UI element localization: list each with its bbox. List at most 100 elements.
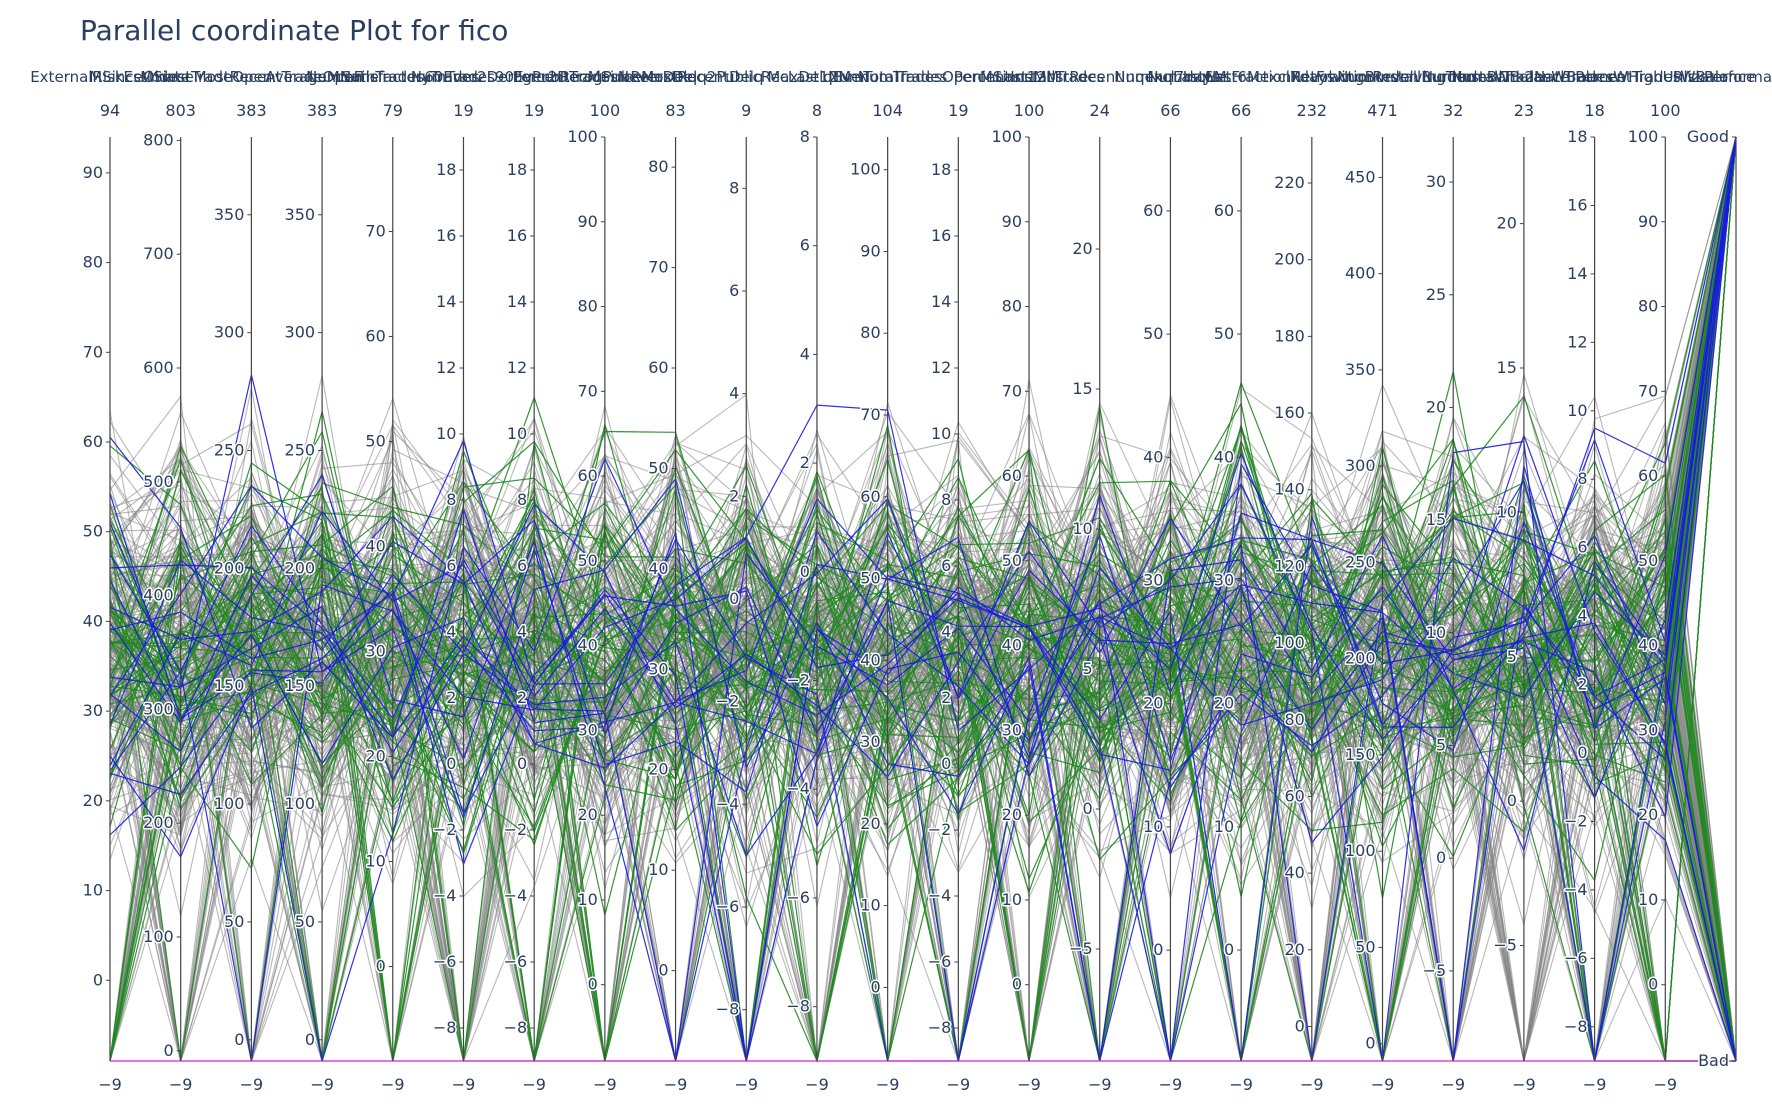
axis-tick-label: −2 xyxy=(1564,811,1588,830)
axis-tick-label: 10 xyxy=(1567,401,1587,420)
axis-tick-label: 40 xyxy=(83,611,103,630)
data-polyline xyxy=(109,136,1737,882)
axis-title: NumTradesOpeninLast12M xyxy=(858,68,1059,86)
axis-tick-label: 20 xyxy=(1638,805,1658,824)
data-polyline xyxy=(109,136,1737,1062)
axis-range-min: −9 xyxy=(664,1075,688,1094)
axis-range-min: −9 xyxy=(1583,1075,1607,1094)
axis-NumInqLast6Mexcl7days: NumInqLast6Mexcl7days 66 −9 0 10 20 30 40 50 60 xyxy=(1147,68,1335,1094)
axis-title: MaxDelqEver xyxy=(767,68,867,86)
data-polyline xyxy=(109,136,1737,1062)
axis-tick-label: 6 xyxy=(800,236,810,255)
axis-tick-label: 30 xyxy=(1638,720,1658,739)
axis-range-max: 83 xyxy=(665,101,685,120)
axis-tick-label: 50 xyxy=(1002,551,1022,570)
axis-tick-label: 60 xyxy=(83,432,103,451)
axis-range-max: 18 xyxy=(1584,101,1604,120)
axis-tick-label: 30 xyxy=(860,732,880,751)
axis-tick-label: 50 xyxy=(224,912,244,931)
axis-tick-label: 600 xyxy=(143,358,174,377)
axis-tick-label: −8 xyxy=(1564,1017,1588,1036)
axis-ExternalRiskEstimate: ExternalRiskEstimate 94 −9 0 10 20 30 40 50 60 70 8… xyxy=(30,68,190,1094)
axis-range-max: 66 xyxy=(1160,101,1180,120)
axis-tick-label: 20 xyxy=(860,814,880,833)
data-polyline xyxy=(109,437,1736,1062)
axes-layer: ExternalRiskEstimate94−90102030405060708… xyxy=(30,68,1772,1094)
axis-tick-label: 8 xyxy=(729,178,739,197)
axis-range-min: −9 xyxy=(876,1075,900,1094)
axis-tick-label: 10 xyxy=(365,852,385,871)
data-polyline xyxy=(109,479,1737,1062)
axis-PercentTradesWBalance: PercentTradesWBalance100−901020304050607… xyxy=(1575,68,1755,1094)
axis-tick-label: 90 xyxy=(1002,212,1022,231)
axis-tick-label: 80 xyxy=(1002,297,1022,316)
axis-tick-label: 10 xyxy=(507,424,527,443)
axis-tick-label: 15 xyxy=(1426,510,1446,529)
axis-range-max: 23 xyxy=(1514,101,1534,120)
axis-tick-label: 4 xyxy=(1577,606,1587,625)
axis-tick-label: 30 xyxy=(1002,720,1022,739)
axis-tick-label: 60 xyxy=(648,358,668,377)
axis-tick-label: 20 xyxy=(1214,694,1234,713)
axis-tick-label: 0 xyxy=(1012,975,1022,994)
axis-title: NumBank2NatlTradesWHighUtilization xyxy=(1451,68,1737,86)
axis-tick-label: 200 xyxy=(1274,250,1305,269)
data-polyline xyxy=(109,136,1737,1062)
data-polyline xyxy=(109,503,1736,1062)
axis-tick-label: −8 xyxy=(504,1018,528,1037)
data-polyline xyxy=(109,136,1737,1062)
axis-tick-label: −4 xyxy=(433,886,457,905)
axis-tick-label: 0 xyxy=(1507,791,1517,810)
axis-range-min: −9 xyxy=(240,1075,264,1094)
data-polyline xyxy=(109,425,1737,1062)
axis-tick-label: 350 xyxy=(1345,360,1376,379)
axis-tick-label: 50 xyxy=(295,912,315,931)
data-polyline xyxy=(109,136,1737,1062)
axis-tick-label: 40 xyxy=(1214,447,1234,466)
data-polyline xyxy=(109,459,1737,1062)
axis-tick-label: 40 xyxy=(1284,863,1304,882)
data-polyline xyxy=(109,136,1737,807)
axis-tick-label: −2 xyxy=(433,820,457,839)
axis-tick-label: 60 xyxy=(1638,466,1658,485)
axis-title: MSinceMostRecentDelq xyxy=(588,68,764,86)
data-polyline xyxy=(109,136,1737,1062)
axis-RiskPerformance: RiskPerformance Bad Good xyxy=(1673,68,1772,1072)
axis-range-min: −9 xyxy=(947,1075,971,1094)
axis-tick-label: 100 xyxy=(567,127,598,146)
axis-tick-label: 2 xyxy=(446,688,456,707)
axis-tick-label: 40 xyxy=(648,559,668,578)
axis-tick-label: 15 xyxy=(1072,379,1092,398)
axis-tick-label: 12 xyxy=(1567,332,1587,351)
axis-tick-label: 80 xyxy=(578,297,598,316)
axis-NetFractionInstallBurden: NetFractionInstallBurden471−905010015020… xyxy=(1290,68,1475,1094)
axis-NumTradesOpeninLast12M: NumTradesOpeninLast12M 19 −9 −8 −6 −4 −2 0 2 4 6 8 1… xyxy=(858,68,1059,1094)
axis-tick-label: 350 xyxy=(285,205,316,224)
axis-tick-label: 90 xyxy=(83,163,103,182)
axis-tick-label: 10 xyxy=(1143,817,1163,836)
axis-tick-label: 16 xyxy=(507,226,527,245)
data-polyline xyxy=(109,469,1737,1062)
axis-tick-label: 300 xyxy=(1345,456,1376,475)
axis-tick-label: 0 xyxy=(93,970,103,989)
axis-tick-label: 20 xyxy=(1284,940,1304,959)
axis-tick-label: 14 xyxy=(1567,264,1587,283)
axis-tick-label: 70 xyxy=(1002,381,1022,400)
axis-tick-label: 8 xyxy=(941,490,951,509)
axis-tick-label: 60 xyxy=(1143,201,1163,220)
data-polyline xyxy=(109,136,1737,1062)
axis-tick-label: 100 xyxy=(1345,841,1376,860)
axis-tick-label: 16 xyxy=(436,226,456,245)
axis-tick-label: 30 xyxy=(1214,571,1234,590)
axis-tick-label: 50 xyxy=(578,551,598,570)
axis-tick-label: 14 xyxy=(436,292,456,311)
axis-tick-label: 30 xyxy=(648,659,668,678)
axis-range-max: 19 xyxy=(453,101,473,120)
data-polyline xyxy=(109,400,1737,1062)
axis-tick-label: 6 xyxy=(1577,538,1587,557)
axis-range-min: −9 xyxy=(381,1075,405,1094)
axis-tick-label: 2 xyxy=(1577,675,1587,694)
axis-tick-label: 0 xyxy=(800,562,810,581)
axis-tick-label: 0 xyxy=(446,754,456,773)
data-polyline xyxy=(109,136,1737,1062)
